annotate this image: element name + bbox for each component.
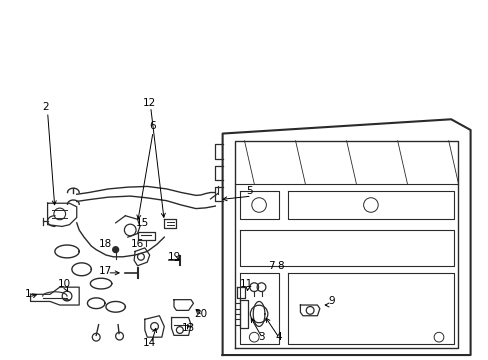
Text: 8: 8 [277,261,284,271]
Text: 3: 3 [258,332,264,342]
Text: 15: 15 [136,218,149,228]
Text: 1: 1 [25,289,31,299]
Text: 13: 13 [182,323,195,333]
Text: 9: 9 [328,296,335,306]
Text: 4: 4 [275,332,281,342]
Text: 7: 7 [267,261,274,271]
Text: 14: 14 [143,338,156,347]
Text: 5: 5 [245,186,252,196]
Text: 11: 11 [240,279,253,289]
Text: 16: 16 [131,239,144,249]
Text: 12: 12 [143,98,156,108]
Text: 18: 18 [99,239,112,249]
Text: 10: 10 [58,279,71,289]
Text: 20: 20 [194,309,207,319]
Text: 6: 6 [148,121,155,131]
Circle shape [113,247,118,253]
Text: 2: 2 [42,102,48,112]
Text: 17: 17 [99,266,112,276]
Text: 19: 19 [167,252,180,262]
